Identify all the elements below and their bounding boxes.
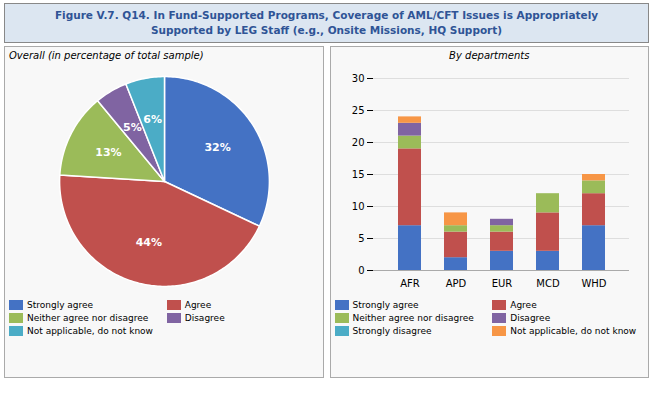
html-text:Neither agree nor disagree: Neither agree nor disagree [352, 313, 474, 323]
svg-text:25: 25 [352, 105, 365, 116]
html-text:Disagree: Disagree [184, 313, 225, 323]
html-text:Strongly disagree: Strongly disagree [352, 326, 432, 336]
svg-text:WHD: WHD [582, 278, 607, 289]
svg-text:6%: 6% [143, 113, 162, 126]
svg-text:MCD: MCD [537, 278, 561, 289]
html-text:Strongly agree: Strongly agree [27, 300, 94, 310]
svg-text:44%: 44% [135, 236, 161, 249]
html-text:Agree: Agree [184, 300, 212, 310]
svg-text:13%: 13% [95, 146, 121, 159]
svg-text:5: 5 [358, 233, 364, 244]
html-text:Overall (in percentage of tota: Overall (in percentage of total sample) [9, 50, 204, 61]
html-text:Neither agree nor disagree: Neither agree nor disagree [27, 313, 149, 323]
html-text:Figure V.7. Q14. In Fund-Suppo: Figure V.7. Q14. In Fund-Supported Progr… [54, 9, 599, 21]
html-text:Disagree: Disagree [510, 313, 551, 323]
svg-text:10: 10 [352, 201, 365, 212]
html-text:Supported by LEG Staff (e.g.,: Supported by LEG Staff (e.g., Onsite Mis… [150, 24, 503, 36]
svg-text:5%: 5% [123, 121, 142, 134]
html-text:Agree: Agree [510, 300, 537, 310]
svg-text:20: 20 [352, 137, 365, 148]
svg-text:15: 15 [352, 169, 365, 180]
html-text:Not applicable, do not know: Not applicable, do not know [510, 326, 637, 336]
html-text:By departments: By departments [449, 50, 530, 61]
svg-text:30: 30 [352, 73, 365, 84]
svg-text:APD: APD [446, 278, 467, 289]
html-text:Strongly agree: Strongly agree [352, 300, 419, 310]
html-text:Not applicable, do not know: Not applicable, do not know [27, 326, 153, 336]
svg-text:AFR: AFR [400, 278, 420, 289]
svg-text:EUR: EUR [492, 278, 513, 289]
svg-text:32%: 32% [204, 141, 230, 154]
svg-text:0: 0 [358, 265, 364, 276]
